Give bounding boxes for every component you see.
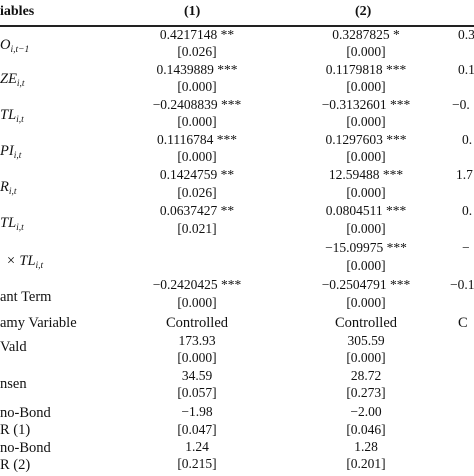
cell-pvalue: [0.215] xyxy=(177,456,217,471)
row-label-ar1: R (1) xyxy=(0,422,31,438)
row-label: Ri,t xyxy=(0,179,17,197)
cell-coef-cut: 0.3 xyxy=(458,27,474,42)
cell-stat: 305.59 xyxy=(347,333,385,348)
cell-coef: −0.3132601 *** xyxy=(321,97,411,112)
row-label: TLi,t xyxy=(0,215,24,233)
cell-coef: 0.1424759 ** xyxy=(159,167,235,182)
cell-coef: −0.2504791 *** xyxy=(321,277,411,292)
cell-coef-cut: 0.1 xyxy=(458,62,474,77)
cell-pvalue: [0.273] xyxy=(346,385,386,400)
cell-pvalue: [0.021] xyxy=(177,221,217,236)
cell-pvalue: [0.000] xyxy=(346,350,386,365)
cell-pvalue: [0.000] xyxy=(346,44,386,59)
cell-coef: 0.1179818 *** xyxy=(325,62,407,77)
row-label: Oi,t−1 xyxy=(0,37,30,55)
cell-coef: −0.2420425 *** xyxy=(152,277,242,292)
cell-pvalue: [0.026] xyxy=(177,185,217,200)
cell-pvalue: [0.000] xyxy=(346,258,386,273)
row-label: ant Term xyxy=(0,289,52,305)
row-label-arellano-bond: no-Bond xyxy=(0,440,51,456)
header-variables: iables xyxy=(0,4,35,19)
cell-coef-cut: 0. xyxy=(462,132,473,147)
cell-pvalue: [0.047] xyxy=(177,422,217,437)
cell-pvalue: [0.000] xyxy=(177,350,217,365)
row-label: TLi,t xyxy=(0,107,24,125)
header-col-1: (1) xyxy=(184,4,201,19)
cell-stat: 1.28 xyxy=(354,439,378,454)
cell-stat: 34.59 xyxy=(181,368,213,383)
cell-pvalue: [0.000] xyxy=(346,114,386,129)
cell-pvalue: [0.000] xyxy=(346,221,386,236)
cell-pvalue: [0.026] xyxy=(177,44,217,59)
row-label-wald: Vald xyxy=(0,339,27,355)
row-label-arellano-bond: no-Bond xyxy=(0,405,51,421)
row-label-hansen: nsen xyxy=(0,376,27,392)
cell-coef: 0.3287825 * xyxy=(332,27,400,42)
cell-pvalue: [0.000] xyxy=(177,114,217,129)
cell-pvalue: [0.000] xyxy=(346,149,386,164)
cell-pvalue: [0.057] xyxy=(177,385,217,400)
cell-pvalue: [0.046] xyxy=(346,422,386,437)
row-label: ZEi,t xyxy=(0,71,25,89)
cell-pvalue: [0.201] xyxy=(346,456,386,471)
cell-stat: −1.98 xyxy=(181,404,213,419)
cell-pvalue: [0.000] xyxy=(346,79,386,94)
cell-pvalue: [0.000] xyxy=(177,149,217,164)
cell-stat: −2.00 xyxy=(350,404,382,419)
cell-stat: 1.24 xyxy=(185,439,209,454)
header-rule xyxy=(0,25,474,27)
header-col-2: (2) xyxy=(355,4,372,19)
cell-coef-cut: 0. xyxy=(462,203,473,218)
cell-coef-cut: −0. xyxy=(452,97,470,112)
cell-coef: 0.1439889 *** xyxy=(156,62,238,77)
cell-coef-cut: − xyxy=(462,240,470,255)
cell-coef: 12.59488 *** xyxy=(328,167,404,182)
cell-coef-cut: −0.1 xyxy=(450,277,474,292)
cell-dummy-cut: C xyxy=(458,315,468,331)
row-label-dummy: amy Variable xyxy=(0,315,77,331)
cell-dummy: Controlled xyxy=(334,315,398,331)
cell-coef: −0.2408839 *** xyxy=(152,97,242,112)
cell-pvalue: [0.000] xyxy=(177,79,217,94)
cell-pvalue: [0.000] xyxy=(346,185,386,200)
cell-coef: −15.09975 *** xyxy=(325,240,407,255)
row-label: PIi,t xyxy=(0,143,22,161)
row-label-ar2: R (2) xyxy=(0,457,31,473)
cell-stat: 28.72 xyxy=(350,368,382,383)
cell-pvalue: [0.000] xyxy=(177,295,217,310)
cell-coef: 0.0637427 ** xyxy=(159,203,235,218)
cell-coef: 0.1116784 *** xyxy=(157,132,237,147)
cell-coef: 0.1297603 *** xyxy=(325,132,407,147)
cell-coef: 0.0804511 *** xyxy=(325,203,407,218)
row-label: × TLi,t xyxy=(6,253,44,271)
cell-pvalue: [0.000] xyxy=(346,295,386,310)
cell-coef-cut: 1.7 xyxy=(456,167,473,182)
cell-dummy: Controlled xyxy=(165,315,229,331)
cell-coef: 0.4217148 ** xyxy=(159,27,235,42)
cell-stat: 173.93 xyxy=(178,333,216,348)
